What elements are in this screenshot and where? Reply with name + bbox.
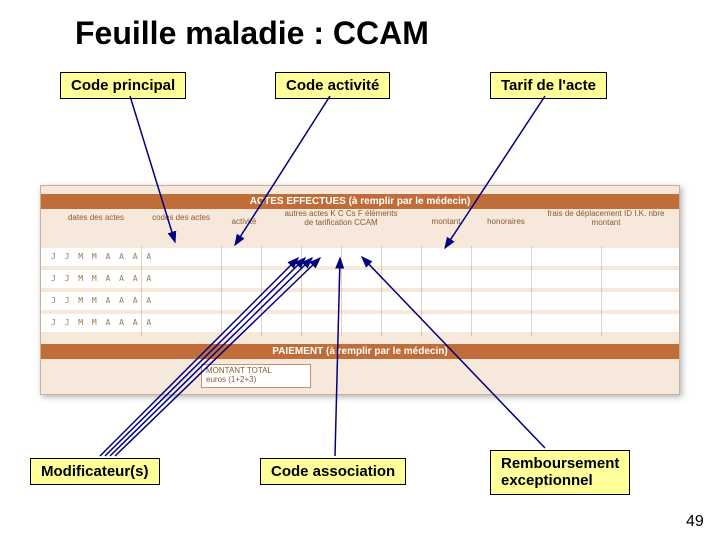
col-frais: frais de déplacement ID I.K. nbre montan… (541, 210, 671, 228)
date-pattern: J J M M A A A A (51, 318, 153, 327)
col-codes: codes des actes (151, 214, 211, 223)
col-dates: dates des actes (61, 214, 131, 223)
form-header-paiement: PAIEMENT (à remplir par le médecin) (41, 344, 679, 359)
label-modificateurs: Modificateur(s) (30, 458, 160, 485)
slide-title: Feuille maladie : CCAM (75, 15, 429, 52)
page-number: 49 (686, 513, 704, 531)
form-row: J J M M A A A A (41, 314, 679, 332)
date-pattern: J J M M A A A A (51, 252, 153, 261)
form-feuille-maladie: ACTES EFFECTUES (à remplir par le médeci… (40, 185, 680, 395)
form-header-actes: ACTES EFFECTUES (à remplir par le médeci… (41, 194, 679, 209)
date-pattern: J J M M A A A A (51, 296, 153, 305)
col-autres: autres actes K C Cs F éléments de tarifi… (281, 210, 401, 228)
montant-total-box: MONTANT TOTAL euros (1+2+3) (201, 364, 311, 388)
form-row: J J M M A A A A (41, 292, 679, 310)
form-row: J J M M A A A A (41, 248, 679, 266)
label-code-principal: Code principal (60, 72, 186, 99)
label-code-association: Code association (260, 458, 406, 485)
label-code-activite: Code activité (275, 72, 390, 99)
label-remboursement: Remboursement exceptionnel (490, 450, 630, 495)
col-activite: activité (229, 218, 259, 227)
label-tarif-acte: Tarif de l'acte (490, 72, 607, 99)
date-pattern: J J M M A A A A (51, 274, 153, 283)
col-honoraires: honoraires (481, 218, 531, 227)
form-row: J J M M A A A A (41, 270, 679, 288)
col-montant: montant (421, 218, 471, 227)
